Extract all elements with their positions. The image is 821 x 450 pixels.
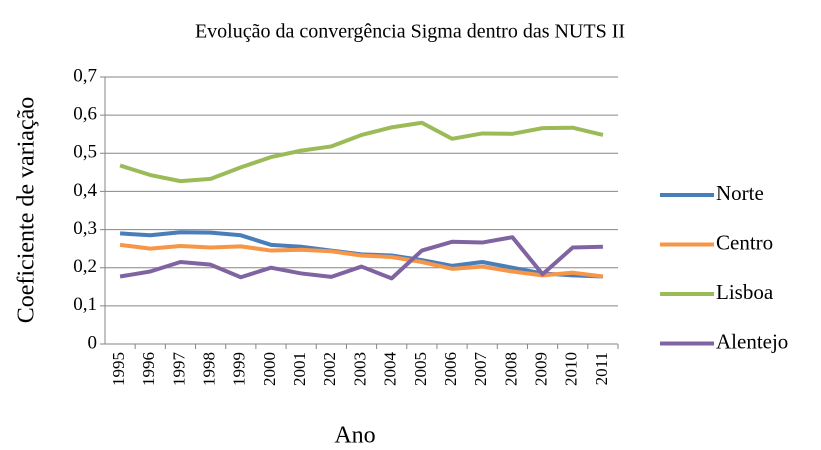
legend-label: Alentejo — [716, 329, 788, 353]
x-tick-label: 2010 — [562, 352, 581, 386]
y-tick-label: 0 — [88, 332, 98, 353]
y-axis-label: Coeficiente de variação — [14, 97, 40, 324]
legend-label: Lisboa — [716, 280, 774, 304]
x-tick-label: 2005 — [411, 352, 430, 386]
legend-label: Centro — [716, 230, 773, 254]
x-tick-label: 2006 — [441, 352, 460, 386]
x-tick-label: 1995 — [109, 352, 128, 386]
x-tick-label: 2011 — [592, 352, 611, 385]
chart-title: Evolução da convergência Sigma dentro da… — [195, 21, 625, 43]
x-tick-label: 2009 — [531, 352, 550, 386]
y-tick-label: 0,7 — [73, 65, 97, 86]
y-tick-label: 0,1 — [73, 294, 97, 315]
x-tick-label: 1996 — [139, 352, 158, 386]
x-tick-label: 2003 — [350, 352, 369, 386]
y-tick-label: 0,4 — [73, 180, 97, 201]
x-tick-label: 2008 — [501, 352, 520, 386]
x-tick-label: 2001 — [290, 352, 309, 386]
series-line — [119, 242, 604, 279]
series-line — [119, 120, 604, 184]
x-tick-label: 2007 — [471, 352, 490, 387]
x-tick-label: 2000 — [260, 352, 279, 386]
x-tick-label: 1997 — [169, 352, 188, 387]
x-tick-label: 1998 — [200, 352, 219, 386]
x-tick-label: 2004 — [381, 352, 400, 387]
x-tick-label: 2002 — [320, 352, 339, 386]
x-axis-label: Ano — [334, 423, 375, 449]
legend-label: Norte — [716, 181, 764, 205]
y-tick-label: 0,5 — [73, 142, 97, 163]
series-line — [119, 235, 603, 281]
y-tick-label: 0,2 — [73, 256, 97, 277]
y-tick-label: 0,6 — [73, 104, 97, 125]
x-tick-label: 1999 — [230, 352, 249, 386]
y-tick-label: 0,3 — [73, 218, 97, 239]
